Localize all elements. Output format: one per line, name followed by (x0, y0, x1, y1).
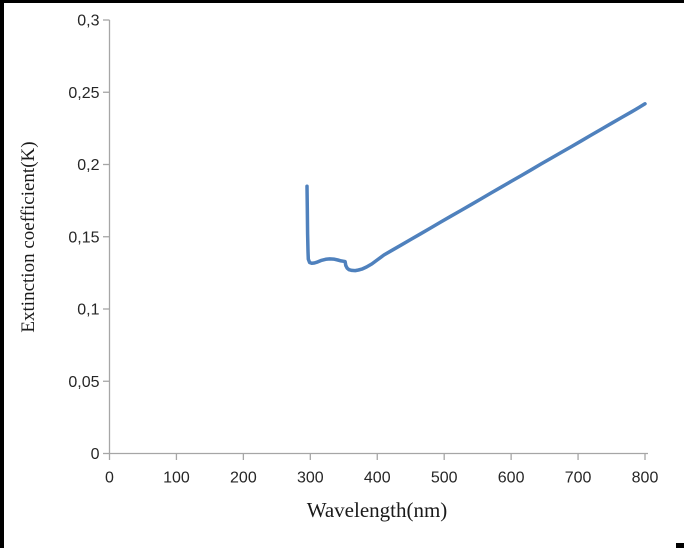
x-tick-label: 100 (163, 470, 190, 487)
x-tick-label: 500 (431, 470, 458, 487)
y-tick-label: 0,3 (77, 13, 99, 30)
x-tick-label: 300 (297, 470, 324, 487)
x-tick-label: 400 (364, 470, 391, 487)
x-tick-label: 600 (498, 470, 525, 487)
series-line (305, 102, 647, 273)
y-tick-label: 0,1 (77, 302, 99, 319)
image-border-top (0, 0, 684, 3)
x-tick-label: 700 (565, 470, 592, 487)
image-border-left (0, 0, 4, 548)
y-tick-label: 0 (91, 446, 100, 463)
x-tick-label: 200 (230, 470, 257, 487)
y-axis-title: Extinction coefficient(K) (18, 141, 39, 332)
x-tick-label: 800 (632, 470, 659, 487)
x-tick-label: 0 (105, 470, 114, 487)
image-border-corner-mark (676, 543, 684, 548)
y-tick-label: 0,2 (77, 157, 99, 174)
y-tick-label: 0,05 (68, 374, 99, 391)
y-tick-label: 0,25 (68, 85, 99, 102)
axis-ticks: 0 100 200 300 400 500 600 700 800 0 0,05 0,1 0,15 0,2… (68, 13, 658, 487)
x-axis-title: Wavelength(nm) (307, 498, 448, 522)
y-tick-label: 0,15 (68, 229, 99, 246)
